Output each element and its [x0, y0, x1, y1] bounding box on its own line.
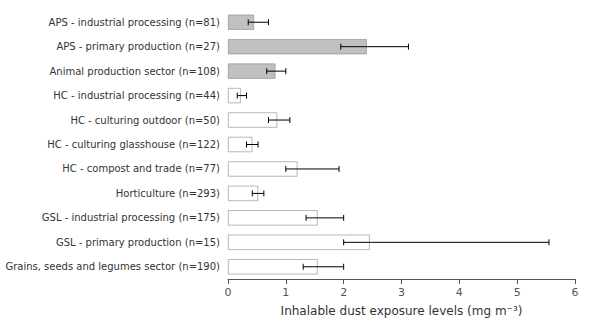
svg-text:GSL - industrial processing (n: GSL - industrial processing (n=175)	[42, 212, 220, 223]
svg-text:Animal production sector (n=10: Animal production sector (n=108)	[50, 66, 221, 77]
svg-text:1: 1	[282, 286, 289, 299]
svg-text:3: 3	[398, 286, 405, 299]
svg-text:4: 4	[456, 286, 463, 299]
svg-text:GSL - primary production (n=15: GSL - primary production (n=15)	[56, 237, 220, 248]
svg-text:HC - industrial processing (n=: HC - industrial processing (n=44)	[53, 90, 220, 101]
svg-text:APS - industrial processing (n: APS - industrial processing (n=81)	[49, 17, 221, 28]
svg-text:HC - culturing glasshouse (n=1: HC - culturing glasshouse (n=122)	[47, 139, 220, 150]
svg-text:2: 2	[340, 286, 347, 299]
svg-text:Grains, seeds and legumes sect: Grains, seeds and legumes sector (n=190)	[5, 261, 220, 272]
svg-text:6: 6	[572, 286, 579, 299]
svg-text:APS - primary production (n=27: APS - primary production (n=27)	[56, 41, 220, 52]
svg-text:Inhalable dust exposure levels: Inhalable dust exposure levels (mg m⁻³)	[281, 304, 523, 318]
svg-text:HC - culturing outdoor (n=50): HC - culturing outdoor (n=50)	[70, 115, 220, 126]
svg-text:Horticulture (n=293): Horticulture (n=293)	[116, 188, 220, 199]
svg-text:5: 5	[514, 286, 521, 299]
svg-text:0: 0	[225, 286, 232, 299]
svg-text:HC - compost and trade (n=77): HC - compost and trade (n=77)	[62, 163, 220, 174]
